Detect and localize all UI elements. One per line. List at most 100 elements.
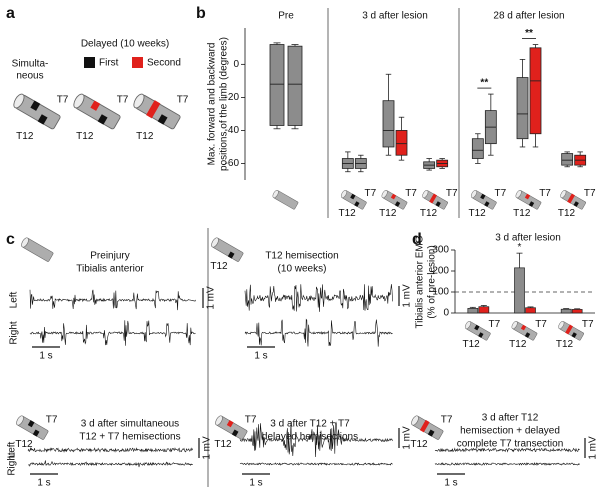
spinal-cord-icon	[470, 189, 497, 210]
significance: *	[518, 242, 522, 253]
segment-label: T7	[365, 188, 377, 199]
bar	[560, 308, 572, 314]
box	[269, 44, 285, 126]
lesion	[97, 114, 108, 125]
segment-label: T7	[245, 414, 257, 425]
segment-label: T7	[46, 414, 58, 425]
side-label: Left	[7, 441, 18, 458]
lesion	[354, 201, 360, 207]
lesion	[474, 324, 480, 331]
lesion	[27, 420, 35, 428]
box	[561, 153, 574, 166]
group-label: Pre	[278, 11, 294, 22]
segment-label: T7	[441, 414, 453, 425]
segment-label: T7	[584, 188, 596, 199]
lesion	[435, 201, 441, 207]
segment-label: T12	[16, 131, 34, 142]
cord-end	[411, 415, 419, 426]
box	[471, 138, 484, 159]
cord-end	[422, 189, 429, 199]
lesion	[30, 100, 41, 111]
y-axis-label: (% of pre-lesion)	[427, 245, 438, 318]
scale-label: 1 s	[39, 351, 52, 362]
lesion	[146, 100, 161, 119]
significance: **	[525, 28, 533, 39]
cord-end	[133, 93, 145, 109]
segment-label: T12	[513, 208, 531, 219]
bar	[514, 267, 525, 314]
label: Delayed (10 weeks)	[81, 39, 169, 50]
chart-title: 3 d after lesion	[495, 233, 561, 244]
segment-label: T12	[339, 208, 357, 219]
spinal-cord-icon	[511, 320, 538, 341]
spinal-cord-icon	[211, 237, 244, 262]
y-tick-label: 100	[432, 287, 449, 298]
y-axis-label: Max. forward and backward	[207, 43, 218, 166]
emg-trace	[29, 289, 196, 311]
lesion	[90, 100, 101, 111]
legend-label: First	[99, 58, 119, 69]
scale-label: 1 s	[444, 478, 457, 487]
segment-label: T12	[463, 339, 481, 350]
scale-label: 1 mV	[588, 436, 599, 460]
segment-label: T7	[489, 319, 501, 330]
panel-label: c	[6, 231, 15, 248]
lesion	[231, 429, 239, 437]
y-tick-label: 300	[432, 245, 449, 256]
lesion	[565, 324, 573, 335]
segment-label: T7	[117, 95, 129, 106]
spinal-cord-icon	[411, 415, 444, 440]
spinal-cord-icon	[558, 320, 584, 341]
segment-label: T7	[405, 188, 417, 199]
segment-label: T7	[495, 188, 507, 199]
panel-title: T12 hemisection	[265, 251, 338, 262]
emg-trace	[239, 462, 393, 466]
side-label: Right	[9, 321, 20, 345]
lesion	[390, 193, 397, 200]
spinal-cord-icon	[215, 415, 248, 440]
bar	[478, 306, 490, 314]
emg-trace	[244, 284, 393, 312]
panel-title: Preinjury	[90, 251, 129, 262]
spinal-cord-icon	[16, 415, 49, 440]
y-axis-label: Tibialis anterior EMG	[415, 235, 426, 328]
label: neous	[16, 71, 43, 82]
y-tick-label: 0	[443, 308, 449, 319]
segment-label: T12	[210, 261, 228, 272]
box	[395, 130, 408, 156]
emg-trace	[244, 318, 393, 347]
cord-end	[560, 189, 567, 199]
segment-label: T12	[420, 208, 438, 219]
legend-swatch	[132, 57, 143, 68]
panel-title: 3 d after simultaneous	[81, 419, 179, 430]
y-tick-label: -60	[225, 158, 240, 169]
lesion	[480, 193, 486, 200]
segment-label: T12	[558, 208, 576, 219]
cord-end	[73, 93, 85, 109]
spinal-cord-icon	[21, 237, 54, 262]
segment-label: T12	[15, 439, 33, 450]
panel-title: hemisection + delayed	[460, 426, 560, 437]
y-axis-label: positions of the limb (degrees)	[219, 37, 230, 171]
y-tick-label: -40	[225, 125, 240, 136]
panel-title: T12 + T7 hemisections	[79, 432, 180, 443]
scale-label: 1 mV	[206, 286, 217, 310]
cord-end	[215, 415, 223, 426]
segment-label: T12	[509, 339, 527, 350]
cord-end	[272, 189, 279, 199]
spinal-cord-icon	[422, 189, 448, 210]
lesion	[226, 420, 234, 428]
box	[529, 47, 542, 135]
y-tick-label: 0	[233, 59, 239, 70]
panel-title: complete T7 transection	[457, 439, 564, 450]
segment-label: T12	[214, 439, 232, 450]
scale-label: 1 mV	[202, 436, 213, 460]
box	[382, 100, 395, 148]
spinal-cord-icon	[272, 189, 299, 210]
lesion	[37, 114, 48, 125]
segment-label: T12	[136, 131, 154, 142]
y-tick-label: 200	[432, 266, 449, 277]
lesion	[573, 201, 579, 207]
panel-label: b	[196, 5, 206, 22]
panel-label: d	[412, 231, 422, 248]
